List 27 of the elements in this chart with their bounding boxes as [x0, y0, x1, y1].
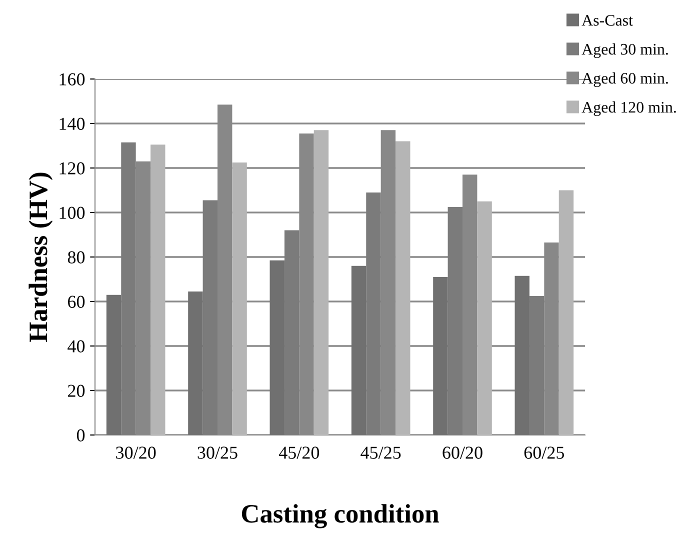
- bar: [150, 144, 166, 435]
- x-tick-label: 30/25: [198, 446, 238, 459]
- y-tick-label: 100: [60, 206, 85, 219]
- x-tick-label: 45/25: [360, 446, 401, 459]
- y-tick-label: 40: [68, 340, 85, 352]
- y-axis-title: Hardness (HV): [28, 172, 53, 342]
- y-tick-label: 0: [76, 429, 85, 442]
- x-tick-label: 60/20: [442, 446, 482, 459]
- bar: [558, 190, 574, 435]
- x-axis-title: Casting condition: [242, 504, 439, 528]
- y-tick-label: 20: [68, 384, 85, 397]
- x-tick-label: 30/20: [116, 446, 156, 459]
- bar: [314, 130, 329, 435]
- x-tick-label: 60/25: [524, 446, 564, 459]
- y-tick-label: 140: [60, 118, 85, 130]
- y-tick-label: 80: [68, 251, 85, 264]
- bar: [396, 141, 410, 435]
- legend-label: Aged 120 min.: [582, 101, 676, 116]
- y-tick-label: 60: [68, 296, 85, 308]
- y-tick-label: 160: [60, 73, 85, 86]
- y-tick-label: 120: [60, 162, 85, 174]
- legend-label: As-Cast: [582, 14, 633, 26]
- legend-label: Aged 60 min.: [582, 72, 668, 87]
- bar: [477, 201, 492, 435]
- x-tick-label: 45/20: [278, 446, 320, 459]
- legend-label: Aged 30 min.: [582, 43, 668, 58]
- bar: [232, 162, 247, 435]
